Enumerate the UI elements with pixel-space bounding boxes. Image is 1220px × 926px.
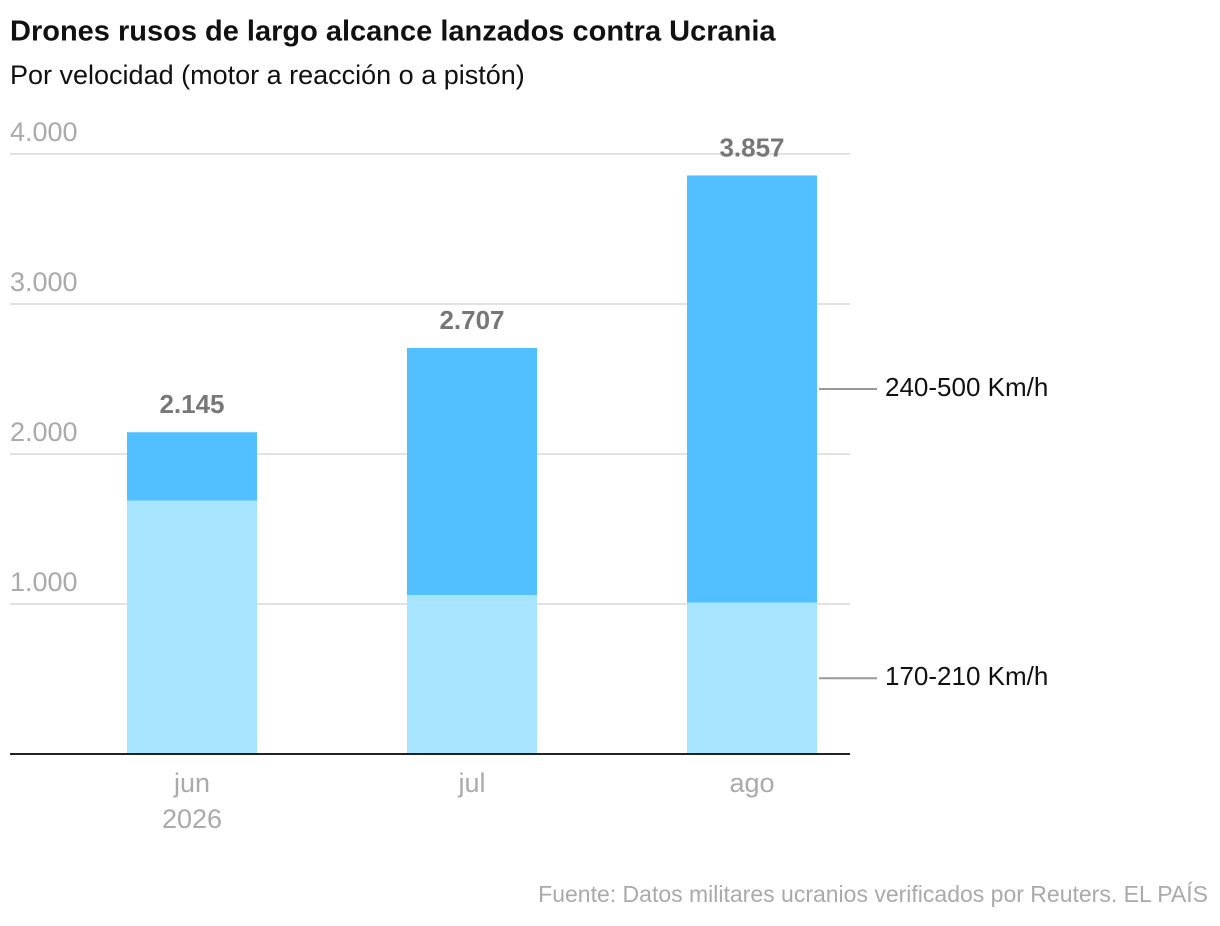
bar-segment — [127, 500, 257, 754]
x-tick-label: jun — [173, 768, 210, 798]
bar-segment — [687, 602, 817, 754]
x-tick-label: ago — [729, 768, 774, 798]
y-tick-label: 3.000 — [10, 267, 78, 297]
x-year-label: 2026 — [162, 804, 222, 834]
legend-label: 240-500 Km/h — [885, 372, 1048, 402]
y-tick-label: 4.000 — [10, 117, 78, 147]
bar-segment — [687, 175, 817, 603]
bar-segment — [127, 432, 257, 501]
chart-title: Drones rusos de largo alcance lanzados c… — [10, 16, 776, 48]
total-label: 3.857 — [719, 132, 784, 162]
legend-label: 170-210 Km/h — [885, 661, 1048, 691]
x-tick-label: jul — [457, 768, 485, 798]
bar-segment — [407, 347, 537, 595]
y-tick-label: 2.000 — [10, 417, 78, 447]
chart-subtitle: Por velocidad (motor a reacción o a pist… — [10, 60, 525, 90]
y-tick-label: 1.000 — [10, 567, 78, 597]
bar-segment — [407, 595, 537, 754]
source: Fuente: Datos militares ucranios verific… — [538, 881, 1208, 907]
total-label: 2.145 — [159, 389, 224, 419]
total-label: 2.707 — [439, 305, 504, 335]
